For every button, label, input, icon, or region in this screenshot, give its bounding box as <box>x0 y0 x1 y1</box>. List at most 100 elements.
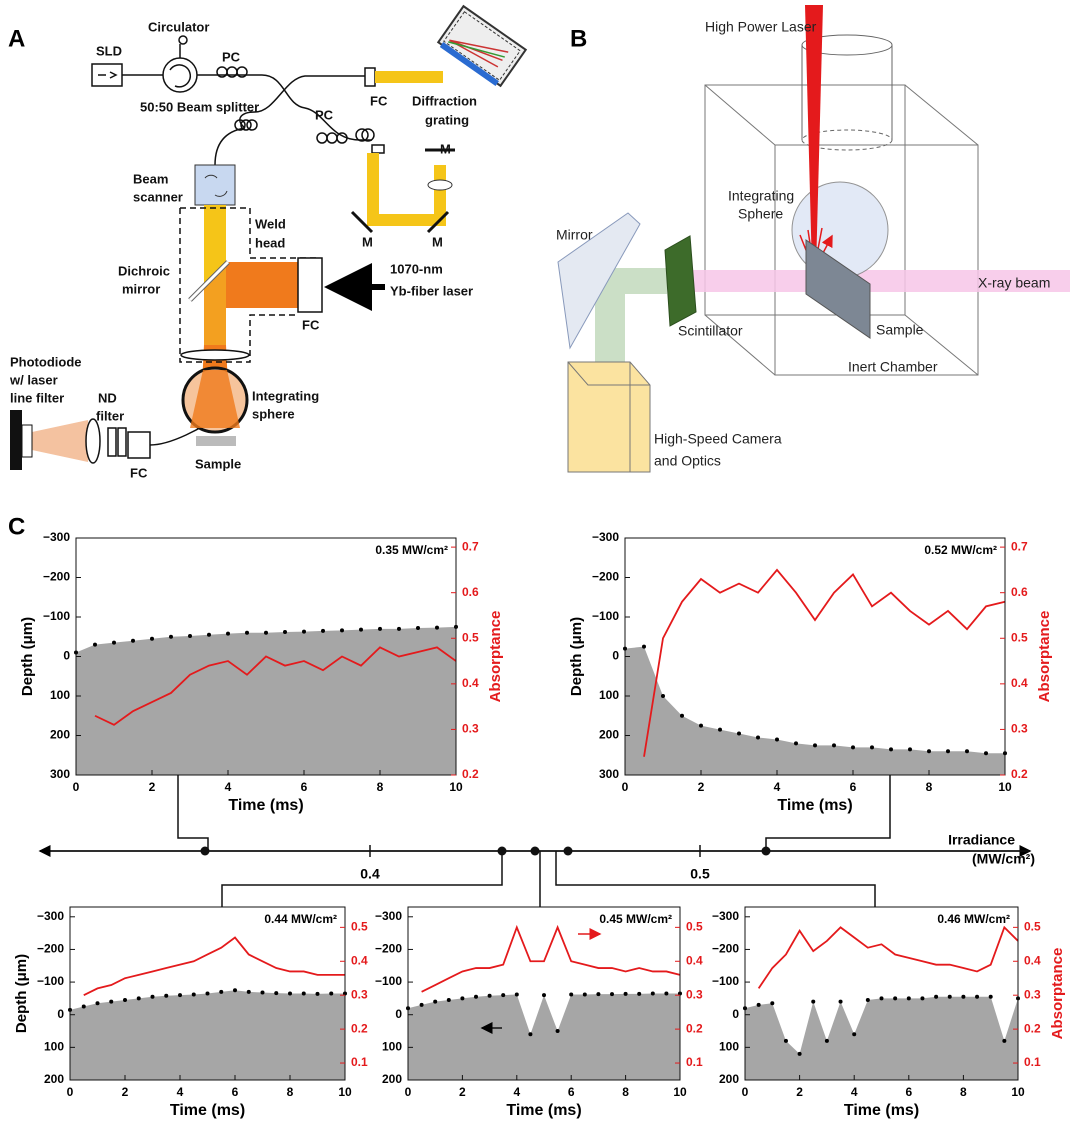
depth-point <box>569 992 574 997</box>
y2-tick-label: 0.6 <box>1011 585 1028 599</box>
y-tick-label: 200 <box>719 1072 739 1086</box>
x-axis-label: Time (ms) <box>777 797 852 814</box>
depth-point <box>879 996 884 1001</box>
x-tick-label: 4 <box>225 780 232 794</box>
x-tick-label: 6 <box>232 1085 239 1099</box>
depth-point <box>93 642 97 647</box>
diagram-label: Sphere <box>738 206 783 222</box>
y2-tick-label: 0.4 <box>1024 953 1041 967</box>
depth-point <box>123 998 127 1003</box>
y-tick-label: 0 <box>57 1007 64 1021</box>
depth-point <box>699 723 703 728</box>
depth-point <box>131 638 135 643</box>
y2-tick-label: 0.4 <box>351 953 368 967</box>
depth-point <box>851 745 855 750</box>
annotation: 0.35 MW/cm² <box>375 543 448 557</box>
diagram-label: M <box>440 141 451 156</box>
y2-tick-label: 0.2 <box>462 767 479 781</box>
y-tick-label: −300 <box>712 909 739 923</box>
y2-axis-label: Absorptance <box>1036 611 1053 703</box>
y2-tick-label: 0.5 <box>462 630 479 644</box>
diagram-label: Circulator <box>148 19 209 34</box>
depth-point <box>207 632 211 637</box>
depth-point <box>582 992 587 997</box>
depth-point <box>446 998 451 1003</box>
chart: 0 2 4 6 8 10 −300 −200 −100 0 100 200 300 0.2 0.3 0.4 0.… <box>568 530 1053 814</box>
depth-point <box>169 634 173 639</box>
depth-point <box>245 630 249 635</box>
y-tick-label: 0 <box>732 1007 739 1021</box>
y2-tick-label: 0.4 <box>462 676 479 690</box>
depth-point <box>718 727 722 732</box>
annotation: 0.44 MW/cm² <box>264 912 337 926</box>
depth-point <box>288 991 292 996</box>
depth-point <box>865 998 870 1003</box>
depth-point <box>946 749 950 754</box>
x-tick-label: 2 <box>122 1085 129 1099</box>
depth-point <box>378 626 382 631</box>
depth-point <box>219 989 224 994</box>
annotation: 0.52 MW/cm² <box>924 543 997 557</box>
depth-point <box>528 1032 533 1037</box>
y-tick-label: −200 <box>592 570 619 584</box>
x-tick-label: 10 <box>1011 1085 1025 1099</box>
y-tick-label: −300 <box>43 530 70 544</box>
chart: 0 2 4 6 8 10 −300 −200 −100 0 100 200 0.1 0.2 0.3 0.4 0.… <box>13 906 368 1119</box>
diagram-label: line filter <box>10 390 64 405</box>
depth-point <box>474 994 478 999</box>
plot-frame <box>69 906 346 1081</box>
diagram-label: Inert Chamber <box>848 359 938 375</box>
x-tick-label: 8 <box>926 780 933 794</box>
depth-point <box>188 633 192 638</box>
y-tick-label: −100 <box>592 609 619 623</box>
y2-tick-label: 0.1 <box>1024 1055 1041 1069</box>
y-tick-label: 100 <box>599 688 619 702</box>
depth-point <box>756 1002 761 1007</box>
depth-point <box>260 990 265 995</box>
diagram-label: Dichroic <box>118 263 170 278</box>
x-tick-label: 2 <box>149 780 156 794</box>
depth-point <box>501 993 506 998</box>
axis-label: Irradiance <box>948 832 1015 848</box>
y2-tick-label: 0.3 <box>1024 987 1041 1001</box>
depth-area <box>745 996 1018 1080</box>
connectors <box>177 775 891 907</box>
depth-area <box>76 626 456 775</box>
x-tick-label: 6 <box>301 780 308 794</box>
chart-arrows <box>480 928 602 1034</box>
depth-point <box>416 626 420 631</box>
diagram-label: Diffraction <box>412 93 477 108</box>
diagram-label: grating <box>425 112 469 127</box>
depth-point <box>927 749 931 754</box>
y-tick-label: 200 <box>599 728 619 742</box>
diagram-label: Integrating <box>252 388 319 403</box>
y-tick-label: −200 <box>43 570 70 584</box>
x-axis-label: Time (ms) <box>506 1102 581 1119</box>
depth-point <box>775 737 779 742</box>
depth-point <box>112 640 116 645</box>
y-tick-label: −100 <box>375 974 402 988</box>
y2-tick-label: 0.4 <box>1011 676 1028 690</box>
y-tick-label: 300 <box>50 767 70 781</box>
diagram-label: PC <box>222 49 241 64</box>
x-tick-label: 4 <box>513 1085 520 1099</box>
y2-axis-label: Absorptance <box>487 611 504 703</box>
depth-point <box>178 993 182 998</box>
depth-point <box>811 999 816 1004</box>
depth-point <box>246 989 251 994</box>
diagram-label: FC <box>302 317 320 332</box>
x-tick-label: 0 <box>742 1085 749 1099</box>
depth-area <box>408 993 680 1080</box>
depth-point <box>226 631 230 636</box>
irradiance-point <box>530 846 540 856</box>
diagram-label: ND <box>98 390 117 405</box>
chart: 0 2 4 6 8 10 −300 −200 −100 0 100 200 0.1 0.2 0.3 0.4 0.… <box>712 906 1066 1119</box>
x-tick-label: 0 <box>73 780 80 794</box>
depth-point <box>596 992 601 997</box>
depth-point <box>975 994 980 999</box>
y2-tick-label: 0.2 <box>686 1021 703 1035</box>
y2-tick-label: 0.3 <box>1011 722 1028 736</box>
x-tick-label: 0 <box>405 1085 412 1099</box>
panel-b-diagram <box>557 5 1070 473</box>
